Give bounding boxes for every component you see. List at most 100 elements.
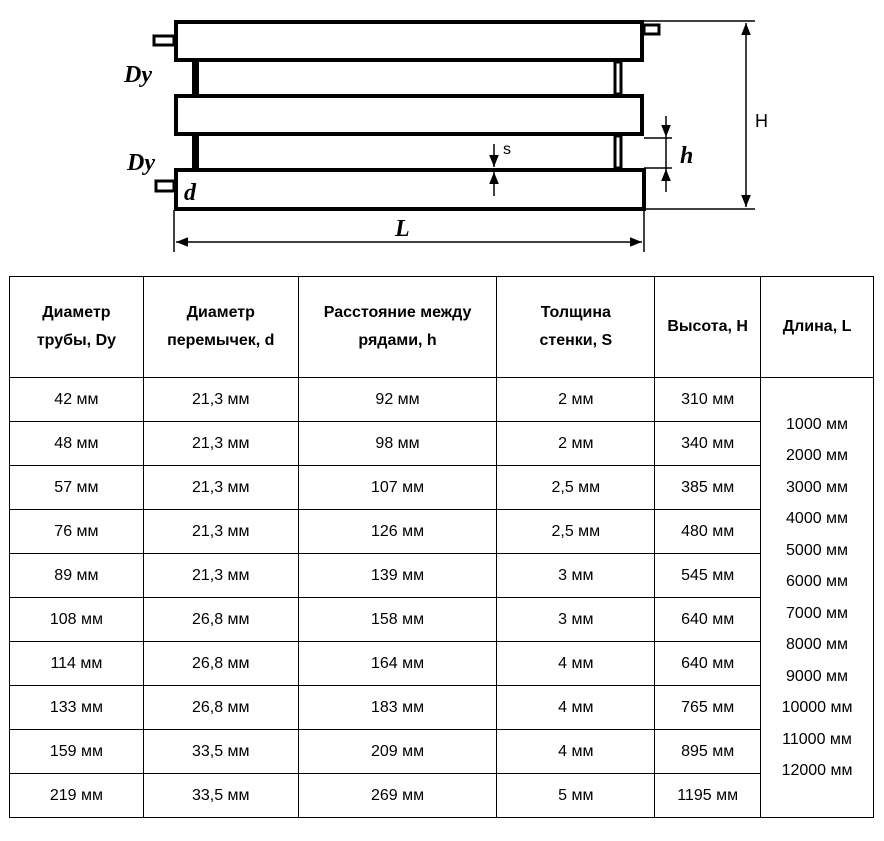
cell-jumper-diameter: 26,8 мм [142, 685, 299, 730]
cell-pipe-diameter: 108 мм [9, 597, 144, 642]
table-row: 89 мм 21,3 мм 139 мм 3 мм 545 мм [9, 553, 874, 598]
cell-height: 640 мм [654, 597, 762, 642]
length-option: 3000 мм [786, 478, 849, 496]
cell-height: 340 мм [654, 421, 762, 466]
cell-height: 640 мм [654, 641, 762, 686]
cell-pipe-diameter: 76 мм [9, 509, 144, 554]
header-jumper-diameter: Диаметр перемычек, d [142, 276, 299, 378]
length-option: 5000 мм [786, 541, 849, 559]
cell-row-distance: 269 мм [297, 773, 498, 818]
cell-wall-thickness: 2,5 мм [496, 465, 656, 510]
label-dy-top: Dy [123, 62, 152, 88]
header-length: Длина, L [760, 276, 874, 378]
jumper-left-top [192, 60, 199, 96]
cell-height: 480 мм [654, 509, 762, 554]
specifications-table: Диаметр трубы, Dy Диаметр перемычек, d Рас… [9, 276, 874, 818]
cell-wall-thickness: 5 мм [496, 773, 656, 818]
table-row: 48 мм 21,3 мм 98 мм 2 мм 340 мм [9, 421, 874, 466]
header-wall-thickness-line1: Толщина [540, 304, 611, 321]
nozzle-top-left [152, 34, 176, 47]
length-option: 12000 мм [781, 762, 853, 779]
cell-jumper-diameter: 33,5 мм [142, 773, 299, 818]
table-row: 133 мм 26,8 мм 183 мм 4 мм 765 мм [9, 685, 874, 730]
header-row-distance-line1: Расстояние между [323, 304, 472, 321]
cell-pipe-diameter: 133 мм [9, 685, 144, 730]
cell-pipe-diameter: 42 мм [9, 377, 144, 422]
table-row: 114 мм 26,8 мм 164 мм 4 мм 640 мм [9, 641, 874, 686]
length-option: 1000 мм [786, 415, 849, 433]
cell-row-distance: 209 мм [297, 729, 498, 774]
cell-jumper-diameter: 33,5 мм [142, 729, 299, 774]
cell-jumper-diameter: 21,3 мм [142, 377, 299, 422]
cell-wall-thickness: 3 мм [496, 553, 656, 598]
cell-pipe-diameter: 48 мм [9, 421, 144, 466]
cell-pipe-diameter: 219 мм [9, 773, 144, 818]
header-wall-thickness-line2: стенки, S [539, 332, 613, 349]
cell-height: 385 мм [654, 465, 762, 510]
cell-wall-thickness: 4 мм [496, 729, 656, 774]
cell-row-distance: 107 мм [297, 465, 498, 510]
cell-row-distance: 98 мм [297, 421, 498, 466]
cell-row-distance: 126 мм [297, 509, 498, 554]
table-row: 57 мм 21,3 мм 107 мм 2,5 мм 385 мм [9, 465, 874, 510]
cell-row-distance: 164 мм [297, 641, 498, 686]
header-jumper-diameter-line1: Диаметр [186, 304, 255, 321]
cell-jumper-diameter: 21,3 мм [142, 465, 299, 510]
cell-lengths: 1000 мм 2000 мм 3000 мм 4000 мм 5000 мм 6000 … [760, 377, 874, 818]
label-h: h [680, 143, 693, 169]
header-pipe-diameter-line1: Диаметр [42, 304, 111, 321]
header-pipe-diameter-line2: трубы, Dy [36, 332, 117, 349]
label-d: d [184, 180, 197, 206]
header-jumper-diameter-line2: перемычек, d [167, 332, 275, 349]
cell-height: 1195 мм [654, 773, 762, 818]
length-option: 6000 мм [786, 573, 849, 590]
nozzle-top-right [642, 23, 661, 36]
length-option: 4000 мм [786, 510, 849, 527]
table-row: 42 мм 21,3 мм 92 мм 2 мм 310 мм 1000 мм 2000 м… [9, 377, 874, 818]
cell-jumper-diameter: 21,3 мм [142, 421, 299, 466]
label-H: H [755, 111, 768, 131]
cell-height: 545 мм [654, 553, 762, 598]
cell-wall-thickness: 2,5 мм [496, 509, 656, 554]
cell-jumper-diameter: 26,8 мм [142, 641, 299, 686]
length-option: 7000 мм [786, 604, 849, 622]
length-option: 10000 мм [781, 699, 853, 716]
cell-height: 310 мм [654, 377, 762, 422]
cell-pipe-diameter: 89 мм [9, 553, 144, 598]
table-row: 159 мм 33,5 мм 209 мм 4 мм 895 мм [9, 729, 874, 774]
bottom-pipe [174, 168, 646, 211]
label-s: s [503, 141, 511, 158]
header-wall-thickness: Толщина стенки, S [496, 276, 656, 378]
cell-wall-thickness: 2 мм [496, 421, 656, 466]
length-option: 8000 мм [786, 636, 849, 653]
cell-row-distance: 92 мм [297, 377, 498, 422]
cell-wall-thickness: 4 мм [496, 685, 656, 730]
label-L: L [394, 216, 410, 242]
length-option: 9000 мм [786, 667, 849, 685]
table-row: 108 мм 26,8 мм 158 мм 3 мм 640 мм [9, 597, 874, 642]
jumper-left-bottom [192, 134, 199, 170]
cell-row-distance: 139 мм [297, 553, 498, 598]
jumper-right-top [613, 60, 623, 96]
header-height-label: Высота, H [667, 318, 748, 335]
header-height: Высота, H [654, 276, 762, 378]
header-row-distance: Расстояние между рядами, h [297, 276, 498, 378]
cell-row-distance: 158 мм [297, 597, 498, 642]
length-option: 11000 мм [782, 730, 852, 748]
cell-jumper-diameter: 26,8 мм [142, 597, 299, 642]
cell-jumper-diameter: 21,3 мм [142, 553, 299, 598]
cell-wall-thickness: 3 мм [496, 597, 656, 642]
cell-wall-thickness: 4 мм [496, 641, 656, 686]
header-row: Диаметр трубы, Dy Диаметр перемычек, d Рас… [9, 276, 874, 378]
length-option: 2000 мм [786, 447, 849, 464]
cell-wall-thickness: 2 мм [496, 377, 656, 422]
nozzle-bottom-left [154, 179, 176, 193]
header-length-label: Длина, L [782, 318, 852, 335]
table-row: 219 мм 33,5 мм 269 мм 5 мм 1195 мм [9, 773, 874, 818]
header-pipe-diameter: Диаметр трубы, Dy [9, 276, 144, 378]
cell-height: 895 мм [654, 729, 762, 774]
cell-row-distance: 183 мм [297, 685, 498, 730]
table-row: 76 мм 21,3 мм 126 мм 2,5 мм 480 мм [9, 509, 874, 554]
cell-jumper-diameter: 21,3 мм [142, 509, 299, 554]
label-dy-bottom: Dy [126, 150, 155, 176]
